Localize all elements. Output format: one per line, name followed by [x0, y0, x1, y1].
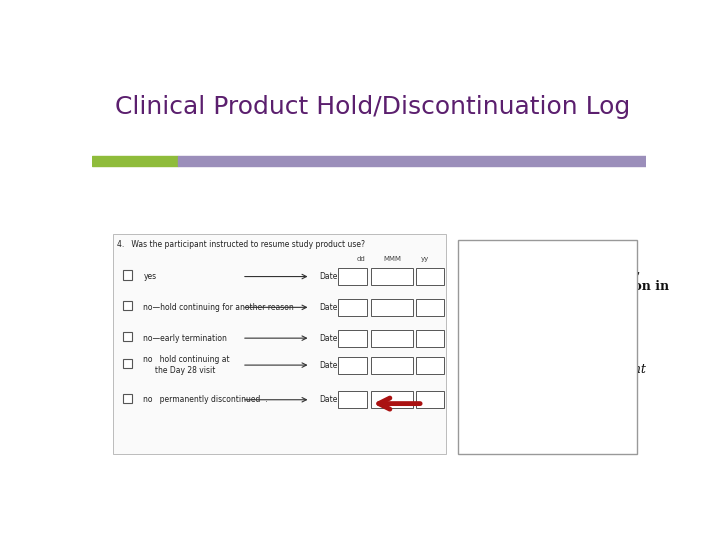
Text: This date could fall: This date could fall — [493, 347, 618, 360]
Bar — [457, 240, 637, 454]
Bar — [416, 356, 444, 374]
Text: no   permanently discontinued  .: no permanently discontinued . — [143, 395, 268, 404]
Bar — [92, 156, 178, 166]
Bar — [338, 330, 367, 347]
Bar — [338, 356, 367, 374]
Text: Date:: Date: — [320, 303, 341, 312]
Text: termination.: termination. — [464, 411, 542, 424]
Bar — [338, 392, 367, 408]
Text: Note:: Note: — [464, 347, 502, 360]
Bar — [122, 332, 132, 341]
Text: discontinuation.: discontinuation. — [464, 329, 578, 342]
Bar — [416, 299, 444, 316]
Text: Date:: Date: — [320, 395, 341, 404]
Text: Clinical Product Hold/Discontinuation Log: Clinical Product Hold/Discontinuation Lo… — [115, 95, 630, 119]
Text: If “no—permanently: If “no—permanently — [464, 248, 605, 261]
Text: MMM: MMM — [383, 256, 401, 262]
Bar — [122, 359, 132, 368]
Bar — [371, 299, 413, 316]
Text: item 2 met criteria: item 2 met criteria — [464, 296, 597, 309]
Text: date of: date of — [464, 395, 508, 408]
Text: 4.   Was the participant instructed to resume study product use?: 4. Was the participant instructed to res… — [117, 240, 365, 249]
Text: no   hold continuing at
     the Day 28 visit: no hold continuing at the Day 28 visit — [143, 355, 230, 375]
Text: yes: yes — [143, 272, 156, 281]
Text: Date:: Date: — [320, 272, 341, 281]
Bar — [122, 394, 132, 403]
Bar — [178, 156, 647, 166]
Text: anytime between enrollment: anytime between enrollment — [464, 363, 646, 376]
Bar — [416, 330, 444, 347]
Bar — [371, 392, 413, 408]
Bar — [338, 268, 367, 285]
Text: yy: yy — [420, 256, 428, 262]
Bar — [416, 268, 444, 285]
Text: dd: dd — [357, 256, 366, 262]
Text: Date:: Date: — [320, 361, 341, 369]
Bar — [122, 301, 132, 310]
Bar — [338, 299, 367, 316]
Text: Date:: Date: — [320, 334, 341, 343]
Bar — [122, 271, 132, 280]
Bar — [371, 268, 413, 285]
Bar — [113, 234, 446, 454]
Text: through and including the: through and including the — [464, 379, 629, 392]
Text: no—hold continuing for another reason: no—hold continuing for another reason — [143, 303, 294, 312]
Text: record the date the reason in: record the date the reason in — [464, 280, 669, 293]
Text: discontinued” is marked,: discontinued” is marked, — [464, 264, 640, 277]
Bar — [416, 392, 444, 408]
Bar — [371, 356, 413, 374]
Bar — [371, 330, 413, 347]
Text: for permanent: for permanent — [464, 313, 565, 326]
Text: no—early termination: no—early termination — [143, 334, 228, 343]
